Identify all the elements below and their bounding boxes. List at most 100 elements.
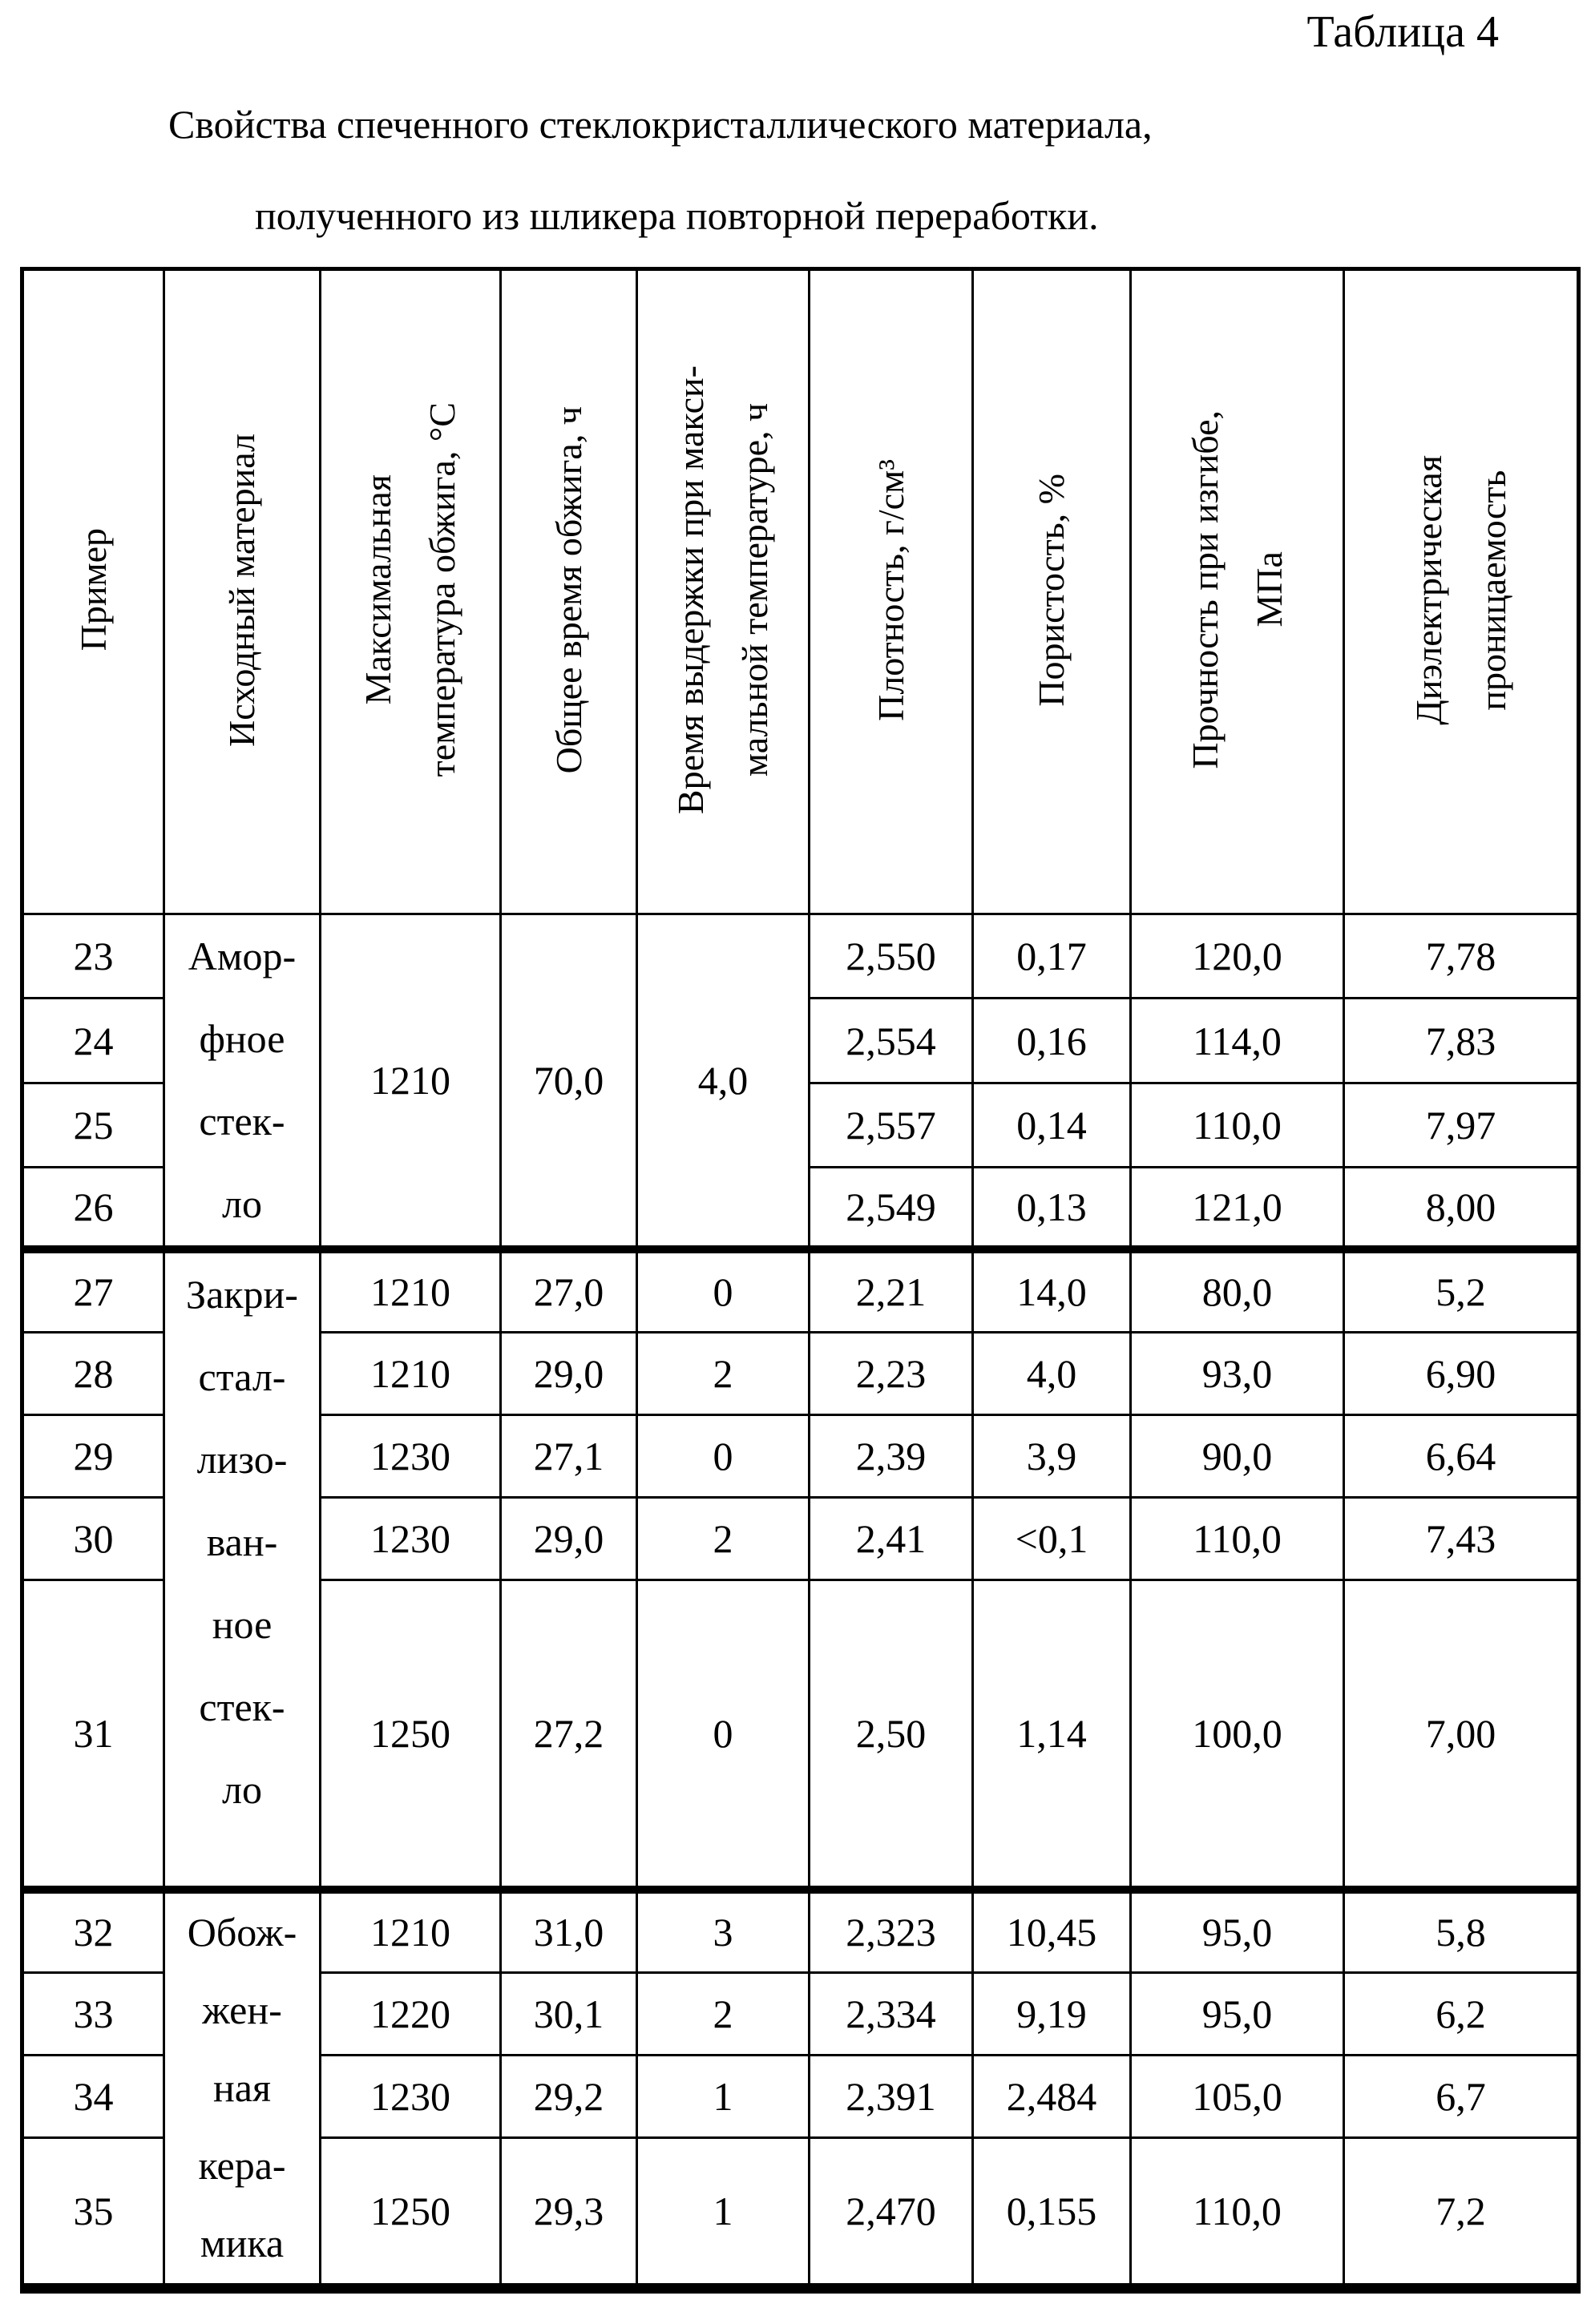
strength-cell: 90,0 [1129,1413,1345,1499]
permittivity-cell: 6,64 [1343,1413,1580,1499]
porosity-cell: 0,17 [971,912,1132,1000]
column-header-density-label: Плотность, г/см³ [870,458,911,721]
density-cell: 2,550 [808,912,974,1000]
permittivity-cell: 7,97 [1343,1081,1580,1169]
example-cell: 23 [21,912,165,1000]
example-cell: 26 [21,1166,165,1251]
permittivity-cell: 6,2 [1343,1971,1580,2056]
density-cell: 2,323 [808,1886,974,1974]
example-cell: 34 [21,2053,165,2139]
strength-cell: 121,0 [1129,1166,1345,1251]
column-header-max-temp-label: Максимальная температура обжига, °С [357,402,462,777]
max-temp-cell: 1230 [319,1413,502,1499]
hold-time-cell: 2 [636,1495,810,1581]
strength-cell: 110,0 [1129,2136,1345,2290]
table-row-30: 30 1230 29,0 2 2,41 <0,1 110,0 7,43 [21,1495,1580,1581]
column-header-strength-label: Прочность при изгибе, МПа [1184,410,1290,769]
density-cell: 2,23 [808,1330,974,1416]
example-cell: 35 [21,2136,165,2290]
table-row-35: 35 1250 29,3 1 2,470 0,155 110,0 7,2 [21,2136,1580,2290]
table-row-29: 29 1230 27,1 0 2,39 3,9 90,0 6,64 [21,1413,1580,1499]
max-temp-cell: 1210 [319,1245,502,1333]
subtitle-line-1: Свойства спеченного стеклокристаллическо… [168,102,1153,147]
porosity-cell: 0,155 [971,2136,1132,2290]
strength-cell: 95,0 [1129,1886,1345,1974]
material-cell: Амор- фное стек- ло [163,913,321,1251]
strength-cell: 80,0 [1129,1245,1345,1333]
example-cell: 30 [21,1495,165,1581]
max-temp-cell: 1220 [319,1971,502,2056]
strength-cell: 95,0 [1129,1971,1345,2056]
column-header-max-temp: Максимальная температура обжига, °С [319,268,502,915]
table-row-32: 32 Обож- жен- ная кера- мика 1210 31,0 3… [21,1886,1580,2290]
total-time-cell: 70,0 [499,913,638,1251]
column-header-density: Плотность, г/см³ [808,268,974,915]
example-cell: 32 [21,1886,165,1974]
column-header-permittivity-label: Диэлектрическая проницаемость [1407,454,1513,725]
hold-time-cell: 1 [636,2136,810,2290]
density-cell: 2,557 [808,1081,974,1169]
column-header-example-label: Пример [72,528,114,652]
example-cell: 25 [21,1081,165,1169]
column-header-porosity: Пористость, % [971,268,1132,915]
porosity-cell: 14,0 [971,1245,1132,1333]
porosity-cell: 0,13 [971,1166,1132,1251]
porosity-cell: 2,484 [971,2053,1132,2139]
porosity-cell: <0,1 [971,1495,1132,1581]
total-time-cell: 27,1 [499,1413,638,1499]
max-temp-cell: 1230 [319,2053,502,2139]
column-header-material: Исходный материал [163,268,321,915]
permittivity-cell: 6,7 [1343,2053,1580,2139]
material-cell: Обож- жен- ная кера- мика [163,1886,321,2290]
table-row-25: 25 2,557 0,14 110,0 7,97 [21,1081,1580,1169]
column-header-hold-time: Время выдержки при макси- мальной темпер… [636,268,810,915]
column-header-strength: Прочность при изгибе, МПа [1129,268,1345,915]
example-cell: 31 [21,1578,165,1891]
example-cell: 33 [21,1971,165,2056]
permittivity-cell: 7,00 [1343,1578,1580,1891]
strength-cell: 100,0 [1129,1578,1345,1891]
column-header-total-time-label: Общее время обжига, ч [547,405,589,774]
subtitle-line-2: полученного из шликера повторной перераб… [255,193,1099,238]
permittivity-cell: 6,90 [1343,1330,1580,1416]
porosity-cell: 0,14 [971,1081,1132,1169]
density-cell: 2,554 [808,997,974,1084]
strength-cell: 114,0 [1129,997,1345,1084]
column-header-total-time: Общее время обжига, ч [499,268,638,915]
material-text: Амор- фное стек- ло [188,934,297,1226]
max-temp-cell: 1210 [319,1330,502,1416]
hold-time-cell: 0 [636,1413,810,1499]
table-row-28: 28 1210 29,0 2 2,23 4,0 93,0 6,90 [21,1330,1580,1416]
hold-time-cell: 0 [636,1578,810,1891]
total-time-cell: 27,0 [499,1245,638,1333]
header-row: Пример Исходный материал Максимальная те… [21,268,1580,915]
table-row-31: 31 1250 27,2 0 2,50 1,14 100,0 7,00 [21,1578,1580,1891]
density-cell: 2,549 [808,1166,974,1251]
porosity-cell: 0,16 [971,997,1132,1084]
example-cell: 24 [21,997,165,1084]
permittivity-cell: 7,43 [1343,1495,1580,1581]
table-row-34: 34 1230 29,2 1 2,391 2,484 105,0 6,7 [21,2053,1580,2139]
density-cell: 2,21 [808,1245,974,1333]
column-header-porosity-label: Пористость, % [1031,473,1072,707]
table-row-33: 33 1220 30,1 2 2,334 9,19 95,0 6,2 [21,1971,1580,2056]
hold-time-cell: 2 [636,1330,810,1416]
table-row-23: 23 Амор- фное стек- ло 1210 70,0 4,0 2,5… [21,912,1580,1251]
column-header-material-label: Исходный материал [221,433,262,747]
total-time-cell: 29,0 [499,1330,638,1416]
total-time-cell: 29,0 [499,1495,638,1581]
porosity-cell: 10,45 [971,1886,1132,1974]
max-temp-cell: 1250 [319,1578,502,1891]
porosity-cell: 4,0 [971,1330,1132,1416]
max-temp-cell: 1210 [319,1886,502,1974]
strength-cell: 105,0 [1129,2053,1345,2139]
permittivity-cell: 7,2 [1343,2136,1580,2290]
permittivity-cell: 8,00 [1343,1166,1580,1251]
hold-time-cell: 3 [636,1886,810,1974]
strength-cell: 120,0 [1129,912,1345,1000]
density-cell: 2,470 [808,2136,974,2290]
density-cell: 2,334 [808,1971,974,2056]
density-cell: 2,39 [808,1413,974,1499]
material-cell: Закри- стал- лизо- ван- ное стек- ло [163,1245,321,1891]
